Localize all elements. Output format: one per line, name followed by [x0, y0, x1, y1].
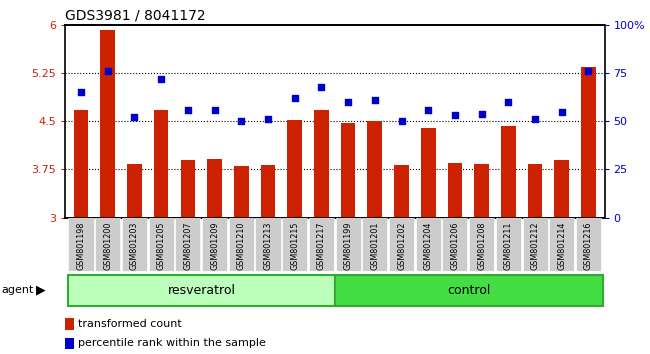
- Text: GSM801215: GSM801215: [290, 222, 299, 270]
- Text: ▶: ▶: [36, 284, 46, 297]
- Text: GSM801201: GSM801201: [370, 222, 380, 270]
- Text: GSM801199: GSM801199: [344, 222, 352, 270]
- Bar: [341, 122, 356, 218]
- Text: GSM801217: GSM801217: [317, 222, 326, 270]
- Bar: [261, 165, 276, 218]
- Text: GSM801207: GSM801207: [183, 222, 192, 270]
- FancyBboxPatch shape: [255, 218, 281, 271]
- Text: GSM801213: GSM801213: [263, 222, 272, 270]
- Bar: [127, 164, 142, 218]
- Bar: [314, 110, 329, 218]
- Text: GSM801209: GSM801209: [210, 222, 219, 270]
- Point: [503, 99, 514, 105]
- Bar: [554, 160, 569, 218]
- Point: [103, 68, 113, 74]
- Bar: [367, 121, 382, 218]
- Bar: [448, 163, 462, 218]
- Text: GDS3981 / 8041172: GDS3981 / 8041172: [65, 8, 205, 22]
- Text: GSM801214: GSM801214: [557, 222, 566, 270]
- Text: agent: agent: [1, 285, 34, 295]
- Text: resveratrol: resveratrol: [168, 284, 235, 297]
- Text: transformed count: transformed count: [79, 319, 182, 329]
- Bar: [181, 160, 195, 218]
- Text: GSM801205: GSM801205: [157, 222, 166, 270]
- Bar: [234, 166, 248, 218]
- Bar: [100, 30, 115, 218]
- Text: GSM801211: GSM801211: [504, 222, 513, 270]
- FancyBboxPatch shape: [95, 218, 120, 271]
- Text: GSM801208: GSM801208: [477, 222, 486, 270]
- FancyBboxPatch shape: [523, 218, 547, 271]
- Point: [450, 113, 460, 118]
- FancyBboxPatch shape: [282, 218, 307, 271]
- FancyBboxPatch shape: [68, 218, 94, 271]
- FancyBboxPatch shape: [229, 218, 254, 271]
- Text: GSM801203: GSM801203: [130, 222, 139, 270]
- FancyBboxPatch shape: [149, 218, 174, 271]
- Text: GSM801198: GSM801198: [77, 222, 86, 270]
- FancyBboxPatch shape: [362, 218, 387, 271]
- Point: [236, 118, 246, 124]
- Point: [209, 107, 220, 113]
- Text: GSM801212: GSM801212: [530, 222, 540, 270]
- Text: GSM801216: GSM801216: [584, 222, 593, 270]
- Point: [423, 107, 434, 113]
- FancyBboxPatch shape: [496, 218, 521, 271]
- FancyBboxPatch shape: [469, 218, 494, 271]
- FancyBboxPatch shape: [176, 218, 200, 271]
- Point: [316, 84, 326, 89]
- Point: [156, 76, 166, 82]
- Point: [396, 118, 407, 124]
- Bar: [394, 165, 409, 218]
- FancyBboxPatch shape: [443, 218, 467, 271]
- Point: [556, 109, 567, 114]
- Text: GSM801210: GSM801210: [237, 222, 246, 270]
- Bar: [421, 128, 436, 218]
- Point: [263, 116, 273, 122]
- Bar: [73, 110, 88, 218]
- Point: [343, 99, 354, 105]
- FancyBboxPatch shape: [576, 218, 601, 271]
- Bar: [65, 338, 75, 349]
- Point: [289, 95, 300, 101]
- FancyBboxPatch shape: [68, 275, 335, 306]
- Bar: [581, 67, 596, 218]
- Bar: [65, 318, 75, 330]
- Point: [129, 115, 140, 120]
- Point: [76, 90, 86, 95]
- Bar: [528, 164, 542, 218]
- FancyBboxPatch shape: [335, 275, 603, 306]
- Bar: [287, 120, 302, 218]
- Text: percentile rank within the sample: percentile rank within the sample: [79, 338, 266, 348]
- FancyBboxPatch shape: [415, 218, 441, 271]
- Point: [370, 97, 380, 103]
- Text: GSM801200: GSM801200: [103, 222, 112, 270]
- Bar: [501, 126, 515, 218]
- Bar: [474, 164, 489, 218]
- FancyBboxPatch shape: [122, 218, 147, 271]
- FancyBboxPatch shape: [549, 218, 575, 271]
- Point: [530, 116, 540, 122]
- FancyBboxPatch shape: [202, 218, 227, 271]
- Text: GSM801202: GSM801202: [397, 222, 406, 270]
- FancyBboxPatch shape: [389, 218, 414, 271]
- Point: [583, 68, 593, 74]
- Text: GSM801206: GSM801206: [450, 222, 460, 270]
- Text: GSM801204: GSM801204: [424, 222, 433, 270]
- FancyBboxPatch shape: [309, 218, 334, 271]
- FancyBboxPatch shape: [335, 218, 361, 271]
- Text: control: control: [447, 284, 490, 297]
- Bar: [207, 159, 222, 218]
- Point: [183, 107, 193, 113]
- Bar: [154, 110, 168, 218]
- Point: [476, 111, 487, 116]
